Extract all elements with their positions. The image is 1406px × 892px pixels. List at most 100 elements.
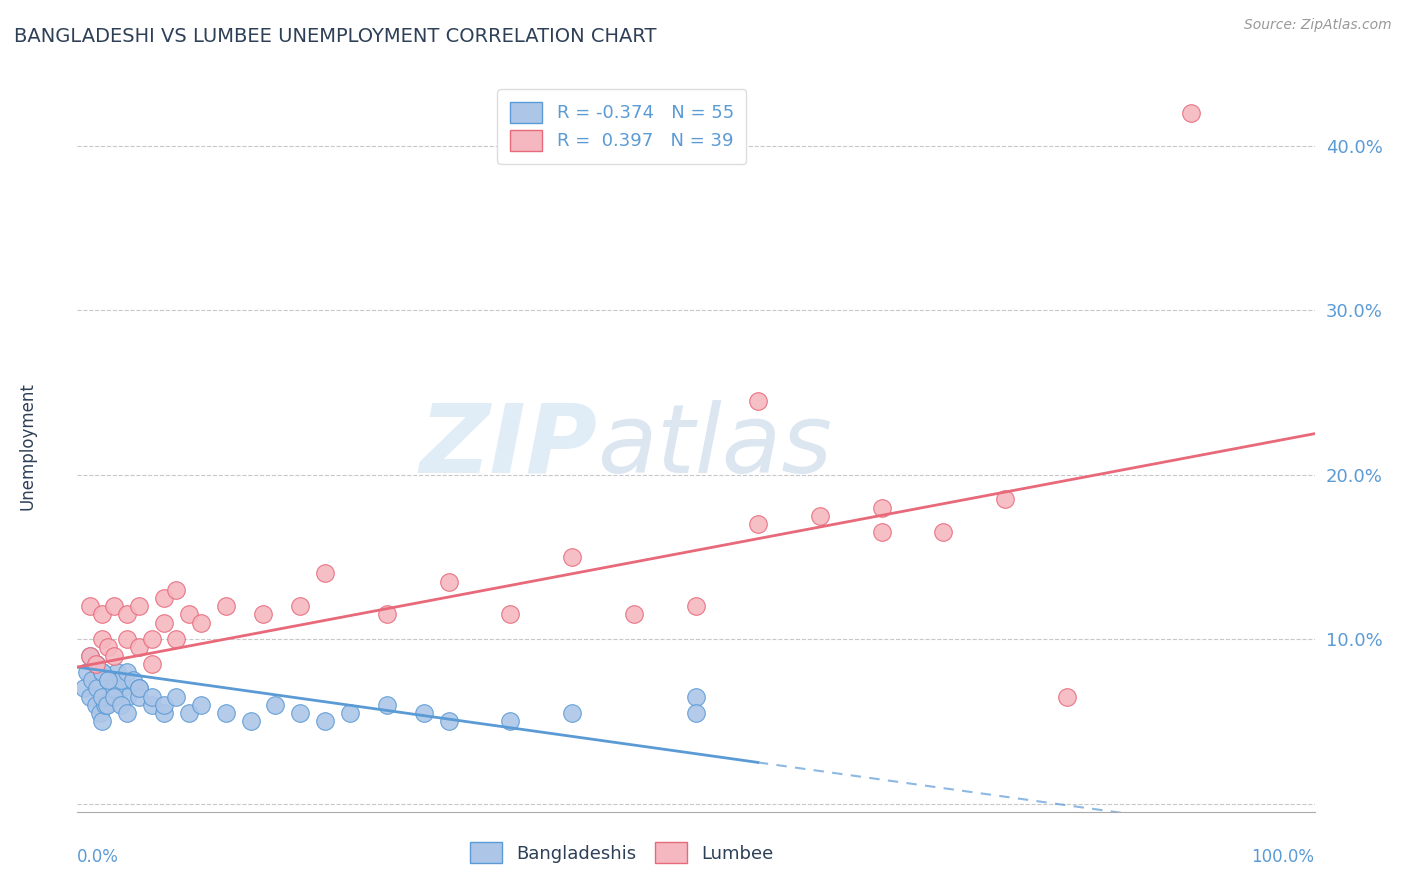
Point xyxy=(115,706,138,720)
Point xyxy=(561,549,583,564)
Point xyxy=(103,648,125,663)
Point xyxy=(128,690,150,704)
Point xyxy=(84,698,107,712)
Point xyxy=(239,714,262,729)
Text: 100.0%: 100.0% xyxy=(1251,848,1315,866)
Point xyxy=(215,599,238,614)
Point xyxy=(84,657,107,671)
Point xyxy=(82,673,104,688)
Point xyxy=(314,566,336,581)
Point xyxy=(97,690,120,704)
Point xyxy=(101,681,124,696)
Point xyxy=(103,599,125,614)
Point xyxy=(339,706,361,720)
Point xyxy=(110,698,132,712)
Point xyxy=(870,525,893,540)
Point xyxy=(561,706,583,720)
Point xyxy=(437,714,460,729)
Text: 0.0%: 0.0% xyxy=(77,848,120,866)
Point xyxy=(115,665,138,679)
Point xyxy=(153,698,176,712)
Point xyxy=(141,690,163,704)
Point xyxy=(165,582,187,597)
Point xyxy=(288,599,311,614)
Point xyxy=(375,607,398,622)
Point xyxy=(86,681,108,696)
Point xyxy=(288,706,311,720)
Point xyxy=(128,599,150,614)
Text: Source: ZipAtlas.com: Source: ZipAtlas.com xyxy=(1244,18,1392,32)
Point xyxy=(153,615,176,630)
Point xyxy=(177,706,200,720)
Point xyxy=(165,632,187,647)
Point xyxy=(685,690,707,704)
Point xyxy=(141,657,163,671)
Point xyxy=(79,690,101,704)
Point xyxy=(91,665,114,679)
Point xyxy=(128,681,150,696)
Point xyxy=(252,607,274,622)
Point xyxy=(115,690,138,704)
Point xyxy=(153,591,176,605)
Point xyxy=(932,525,955,540)
Point xyxy=(103,690,125,704)
Point xyxy=(101,673,124,688)
Point xyxy=(79,599,101,614)
Point xyxy=(375,698,398,712)
Legend: Bangladeshis, Lumbee: Bangladeshis, Lumbee xyxy=(457,830,786,876)
Point xyxy=(264,698,287,712)
Point xyxy=(91,665,114,679)
Point xyxy=(89,706,111,720)
Point xyxy=(412,706,434,720)
Point xyxy=(747,517,769,532)
Point xyxy=(72,681,94,696)
Point xyxy=(314,714,336,729)
Point xyxy=(79,648,101,663)
Point xyxy=(870,500,893,515)
Point xyxy=(105,665,128,679)
Point xyxy=(437,574,460,589)
Point xyxy=(1056,690,1078,704)
Point xyxy=(623,607,645,622)
Point xyxy=(165,690,187,704)
Point xyxy=(97,673,120,688)
Point xyxy=(215,706,238,720)
Point xyxy=(93,698,115,712)
Point xyxy=(153,706,176,720)
Point xyxy=(190,615,212,630)
Point xyxy=(79,648,101,663)
Point xyxy=(685,599,707,614)
Point xyxy=(177,607,200,622)
Point xyxy=(91,607,114,622)
Point xyxy=(103,681,125,696)
Point xyxy=(76,665,98,679)
Point xyxy=(97,673,120,688)
Point xyxy=(128,681,150,696)
Point xyxy=(84,657,107,671)
Point xyxy=(91,714,114,729)
Point xyxy=(84,657,107,671)
Point xyxy=(141,632,163,647)
Point xyxy=(190,698,212,712)
Point xyxy=(122,673,145,688)
Point xyxy=(115,632,138,647)
Text: atlas: atlas xyxy=(598,400,832,492)
Text: Unemployment: Unemployment xyxy=(18,382,37,510)
Point xyxy=(91,632,114,647)
Point xyxy=(747,393,769,408)
Point xyxy=(499,607,522,622)
Point xyxy=(128,640,150,655)
Point xyxy=(97,640,120,655)
Point xyxy=(994,492,1017,507)
Point xyxy=(111,681,134,696)
Point xyxy=(141,698,163,712)
Point xyxy=(1180,106,1202,120)
Point xyxy=(110,673,132,688)
Point xyxy=(115,607,138,622)
Text: BANGLADESHI VS LUMBEE UNEMPLOYMENT CORRELATION CHART: BANGLADESHI VS LUMBEE UNEMPLOYMENT CORRE… xyxy=(14,27,657,45)
Point xyxy=(91,690,114,704)
Text: ZIP: ZIP xyxy=(419,400,598,492)
Point xyxy=(808,508,831,523)
Point xyxy=(685,706,707,720)
Point xyxy=(499,714,522,729)
